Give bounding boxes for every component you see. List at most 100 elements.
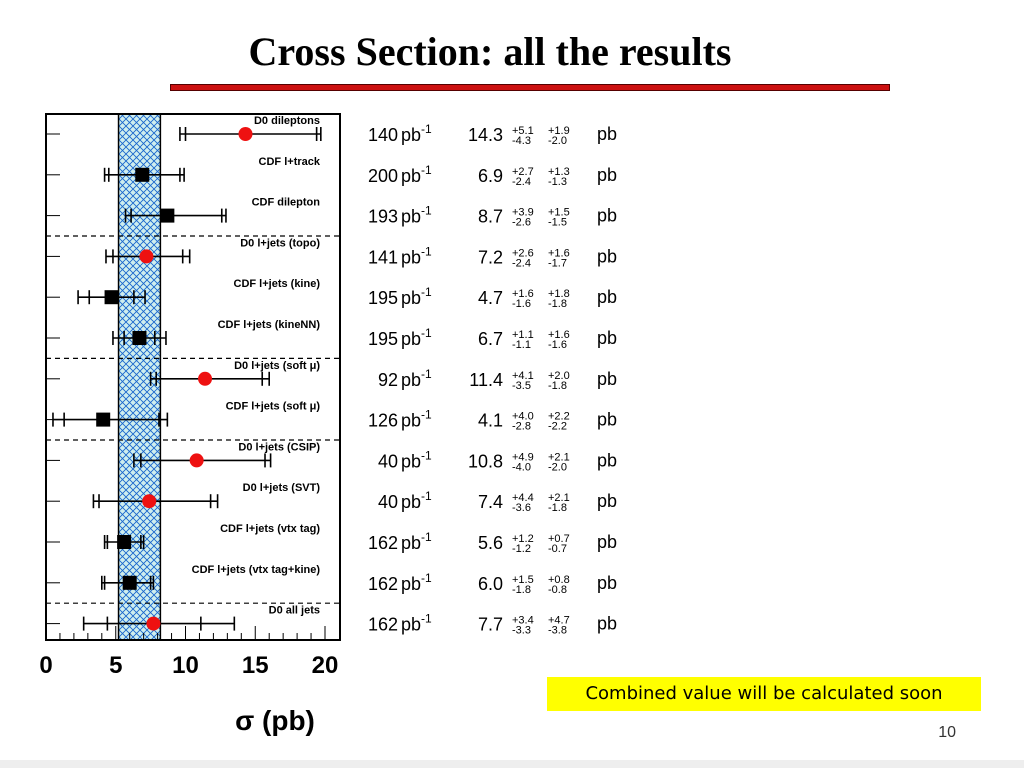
stat-error-up: +5.1 (512, 125, 534, 137)
stat-error-up: +1.6 (512, 288, 534, 300)
luminosity-value: 140 (368, 125, 398, 145)
sigma-value: 4.1 (478, 411, 503, 431)
syst-error-down: -0.8 (548, 584, 567, 596)
cdf-marker (104, 290, 119, 305)
syst-error-down: -1.7 (548, 257, 567, 269)
stat-error-up: +3.9 (512, 207, 534, 219)
stat-error-down: -2.6 (512, 217, 531, 229)
sigma-unit: pb (597, 450, 617, 470)
sigma-value: 5.6 (478, 533, 503, 553)
cdf-marker (122, 575, 137, 590)
sigma-value: 7.7 (478, 615, 503, 635)
luminosity-value: 162 (368, 574, 398, 594)
luminosity-unit: pb-1 (401, 571, 432, 594)
measurement-label: D0 dileptons (254, 115, 320, 127)
luminosity-value: 193 (368, 207, 398, 227)
stat-error-down: -4.3 (512, 135, 531, 147)
measurement-label: D0 l+jets (CSIP) (238, 441, 320, 453)
luminosity-unit: pb-1 (401, 367, 432, 390)
syst-error-up: +2.2 (548, 411, 570, 423)
stat-error-up: +4.0 (512, 411, 534, 423)
luminosity-unit: pb-1 (401, 163, 432, 186)
slide-title: Cross Section: all the results (248, 29, 732, 74)
sigma-value: 8.7 (478, 207, 503, 227)
sigma-value: 6.9 (478, 166, 503, 186)
stat-error-up: +3.4 (512, 615, 534, 627)
x-tick-label: 10 (172, 652, 199, 679)
luminosity-value: 195 (368, 329, 398, 349)
x-tick-label: 0 (39, 652, 52, 679)
luminosity-value: 200 (368, 166, 398, 186)
sigma-unit: pb (597, 573, 617, 593)
stat-error-down: -2.8 (512, 421, 531, 433)
title-underline (170, 84, 890, 91)
stat-error-down: -2.4 (512, 176, 531, 188)
stat-error-down: -1.6 (512, 298, 531, 310)
sigma-value: 4.7 (478, 288, 503, 308)
syst-error-down: -1.3 (548, 176, 567, 188)
stat-error-down: -2.4 (512, 257, 531, 269)
cdf-marker (132, 331, 147, 345)
syst-error-up: +1.9 (548, 125, 570, 137)
sigma-value: 6.0 (478, 574, 503, 594)
luminosity-value: 40 (378, 492, 398, 512)
stat-error-up: +4.9 (512, 451, 534, 463)
luminosity-unit: pb-1 (401, 612, 432, 635)
luminosity-unit: pb-1 (401, 530, 432, 553)
sigma-unit: pb (597, 532, 617, 552)
syst-error-down: -1.5 (548, 217, 567, 229)
luminosity-value: 162 (368, 533, 398, 553)
stat-error-up: +4.1 (512, 370, 534, 382)
cdf-marker (160, 208, 175, 223)
measurement-label: D0 all jets (269, 605, 320, 617)
sigma-unit: pb (597, 165, 617, 185)
luminosity-unit: pb-1 (401, 244, 432, 267)
x-axis-label: σ (pb) (235, 705, 315, 736)
syst-error-up: +2.0 (548, 370, 570, 382)
syst-error-up: +0.8 (548, 574, 570, 586)
sigma-value: 14.3 (468, 125, 503, 145)
syst-error-up: +1.8 (548, 288, 570, 300)
syst-error-down: -2.0 (548, 461, 567, 473)
d0-marker (189, 453, 204, 468)
syst-error-down: -2.0 (548, 135, 567, 147)
stat-error-down: -3.3 (512, 625, 531, 637)
x-tick-label: 15 (242, 652, 269, 679)
syst-error-up: +2.1 (548, 492, 570, 504)
syst-error-up: +1.6 (548, 329, 570, 341)
stat-error-up: +1.1 (512, 329, 534, 341)
measurement-label: D0 l+jets (topo) (240, 237, 320, 249)
cdf-marker (96, 412, 111, 427)
luminosity-unit: pb-1 (401, 489, 432, 512)
stat-error-down: -1.2 (512, 543, 531, 555)
syst-error-down: -0.7 (548, 543, 567, 555)
sigma-unit: pb (597, 491, 617, 511)
syst-error-down: -1.6 (548, 339, 567, 351)
x-tick-label: 20 (312, 652, 339, 679)
measurement-label: CDF l+jets (vtx tag) (220, 523, 320, 535)
cdf-marker (117, 535, 132, 549)
luminosity-unit: pb-1 (401, 408, 432, 431)
sigma-unit: pb (597, 206, 617, 226)
syst-error-up: +4.7 (548, 615, 570, 627)
luminosity-value: 40 (378, 451, 398, 471)
sigma-unit: pb (597, 287, 617, 307)
luminosity-value: 126 (368, 411, 398, 431)
syst-error-down: -2.2 (548, 421, 567, 433)
luminosity-value: 92 (378, 370, 398, 390)
syst-error-up: +0.7 (548, 533, 570, 545)
stat-error-up: +1.2 (512, 533, 534, 545)
measurement-label: D0 l+jets (SVT) (243, 482, 321, 494)
sigma-unit: pb (597, 124, 617, 144)
sigma-unit: pb (597, 369, 617, 389)
stat-error-down: -1.1 (512, 339, 531, 351)
luminosity-unit: pb-1 (401, 448, 432, 471)
measurement-label: CDF dilepton (252, 197, 321, 209)
note-box: Combined value will be calculated soon (547, 677, 981, 711)
d0-marker (142, 494, 157, 509)
stat-error-up: +4.4 (512, 492, 534, 504)
measurement-label: CDF l+jets (soft μ) (226, 401, 321, 413)
luminosity-unit: pb-1 (401, 204, 432, 227)
syst-error-down: -1.8 (548, 380, 567, 392)
